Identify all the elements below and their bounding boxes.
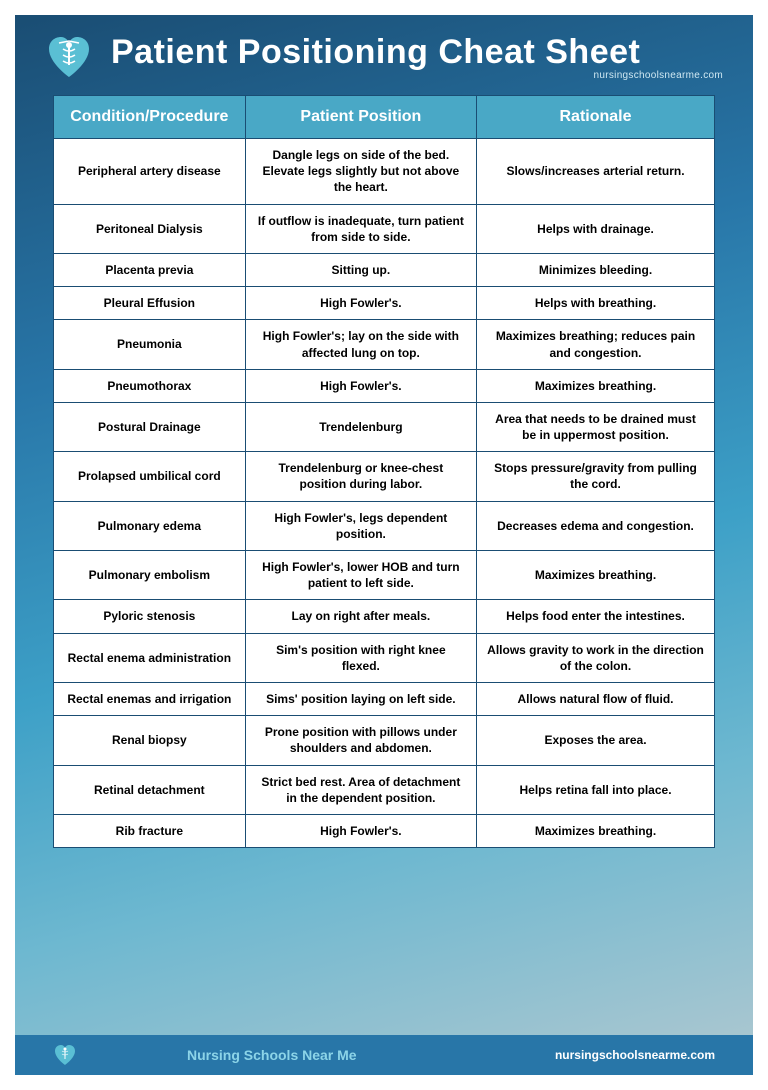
- col-condition: Condition/Procedure: [54, 96, 246, 139]
- table-row: Peritoneal DialysisIf outflow is inadequ…: [54, 204, 715, 253]
- footer-left: Nursing Schools Near Me: [53, 1044, 357, 1066]
- header: Patient Positioning Cheat Sheet nursings…: [15, 15, 753, 89]
- cell-condition: Pulmonary edema: [54, 501, 246, 550]
- cell-rationale: Exposes the area.: [477, 716, 715, 765]
- col-rationale: Rationale: [477, 96, 715, 139]
- cell-condition: Rectal enema administration: [54, 633, 246, 682]
- table-row: Retinal detachmentStrict bed rest. Area …: [54, 765, 715, 814]
- cell-condition: Prolapsed umbilical cord: [54, 452, 246, 501]
- table-container: Condition/Procedure Patient Position Rat…: [15, 89, 753, 1035]
- footer: Nursing Schools Near Me nursingschoolsne…: [15, 1035, 753, 1075]
- table-row: Placenta previaSitting up.Minimizes blee…: [54, 253, 715, 286]
- cell-position: Sim's position with right knee flexed.: [245, 633, 476, 682]
- cell-position: High Fowler's.: [245, 287, 476, 320]
- caduceus-heart-icon: [45, 35, 93, 79]
- caduceus-heart-icon: [53, 1044, 77, 1066]
- cell-rationale: Helps with breathing.: [477, 287, 715, 320]
- cell-rationale: Helps retina fall into place.: [477, 765, 715, 814]
- positioning-table: Condition/Procedure Patient Position Rat…: [53, 95, 715, 848]
- cell-rationale: Area that needs to be drained must be in…: [477, 402, 715, 451]
- cell-rationale: Helps food enter the intestines.: [477, 600, 715, 633]
- cheat-sheet-page: Patient Positioning Cheat Sheet nursings…: [15, 15, 753, 1075]
- cell-position: Sims' position laying on left side.: [245, 682, 476, 715]
- cell-condition: Placenta previa: [54, 253, 246, 286]
- page-title: Patient Positioning Cheat Sheet: [111, 33, 723, 72]
- cell-rationale: Maximizes breathing; reduces pain and co…: [477, 320, 715, 369]
- cell-rationale: Minimizes bleeding.: [477, 253, 715, 286]
- cell-position: Lay on right after meals.: [245, 600, 476, 633]
- table-row: Peripheral artery diseaseDangle legs on …: [54, 139, 715, 205]
- cell-rationale: Slows/increases arterial return.: [477, 139, 715, 205]
- table-row: Pulmonary edemaHigh Fowler's, legs depen…: [54, 501, 715, 550]
- cell-condition: Pleural Effusion: [54, 287, 246, 320]
- cell-rationale: Stops pressure/gravity from pulling the …: [477, 452, 715, 501]
- cell-position: High Fowler's.: [245, 814, 476, 847]
- table-row: Rectal enema administrationSim's positio…: [54, 633, 715, 682]
- cell-condition: Peritoneal Dialysis: [54, 204, 246, 253]
- title-block: Patient Positioning Cheat Sheet nursings…: [111, 33, 723, 81]
- cell-condition: Pyloric stenosis: [54, 600, 246, 633]
- cell-condition: Rectal enemas and irrigation: [54, 682, 246, 715]
- cell-condition: Rib fracture: [54, 814, 246, 847]
- col-position: Patient Position: [245, 96, 476, 139]
- table-header-row: Condition/Procedure Patient Position Rat…: [54, 96, 715, 139]
- table-row: Pulmonary embolismHigh Fowler's, lower H…: [54, 551, 715, 600]
- table-row: Postural DrainageTrendelenburgArea that …: [54, 402, 715, 451]
- table-row: PneumoniaHigh Fowler's; lay on the side …: [54, 320, 715, 369]
- cell-condition: Pneumothorax: [54, 369, 246, 402]
- cell-position: High Fowler's.: [245, 369, 476, 402]
- cell-position: High Fowler's, lower HOB and turn patien…: [245, 551, 476, 600]
- cell-rationale: Allows natural flow of fluid.: [477, 682, 715, 715]
- cell-position: Prone position with pillows under should…: [245, 716, 476, 765]
- table-body: Peripheral artery diseaseDangle legs on …: [54, 139, 715, 848]
- cell-position: If outflow is inadequate, turn patient f…: [245, 204, 476, 253]
- cell-position: High Fowler's; lay on the side with affe…: [245, 320, 476, 369]
- cell-condition: Retinal detachment: [54, 765, 246, 814]
- cell-rationale: Maximizes breathing.: [477, 814, 715, 847]
- cell-rationale: Decreases edema and congestion.: [477, 501, 715, 550]
- footer-brand: Nursing Schools Near Me: [187, 1047, 357, 1063]
- table-row: Prolapsed umbilical cordTrendelenburg or…: [54, 452, 715, 501]
- footer-url: nursingschoolsnearme.com: [555, 1048, 715, 1062]
- cell-rationale: Helps with drainage.: [477, 204, 715, 253]
- cell-rationale: Maximizes breathing.: [477, 551, 715, 600]
- cell-position: High Fowler's, legs dependent position.: [245, 501, 476, 550]
- cell-position: Trendelenburg or knee-chest position dur…: [245, 452, 476, 501]
- table-row: Pleural EffusionHigh Fowler's.Helps with…: [54, 287, 715, 320]
- cell-condition: Renal biopsy: [54, 716, 246, 765]
- cell-rationale: Maximizes breathing.: [477, 369, 715, 402]
- cell-rationale: Allows gravity to work in the direction …: [477, 633, 715, 682]
- table-row: Rectal enemas and irrigationSims' positi…: [54, 682, 715, 715]
- table-row: Rib fractureHigh Fowler's.Maximizes brea…: [54, 814, 715, 847]
- table-row: Pyloric stenosisLay on right after meals…: [54, 600, 715, 633]
- cell-condition: Postural Drainage: [54, 402, 246, 451]
- table-row: PneumothoraxHigh Fowler's.Maximizes brea…: [54, 369, 715, 402]
- cell-position: Dangle legs on side of the bed. Elevate …: [245, 139, 476, 205]
- cell-condition: Pulmonary embolism: [54, 551, 246, 600]
- cell-position: Strict bed rest. Area of detachment in t…: [245, 765, 476, 814]
- cell-position: Trendelenburg: [245, 402, 476, 451]
- cell-condition: Peripheral artery disease: [54, 139, 246, 205]
- cell-position: Sitting up.: [245, 253, 476, 286]
- cell-condition: Pneumonia: [54, 320, 246, 369]
- table-row: Renal biopsyProne position with pillows …: [54, 716, 715, 765]
